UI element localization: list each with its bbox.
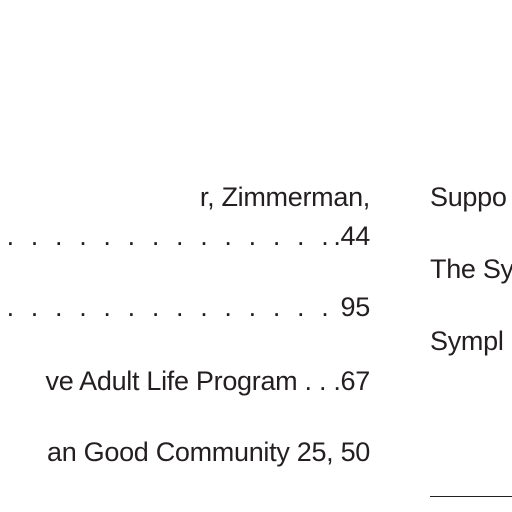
index-entry: . . . . . . . . . . . . . . . . . . . . … <box>0 290 370 324</box>
entry-text: r, Zimmerman, <box>199 182 370 212</box>
page-number: .44 <box>333 221 370 251</box>
entry-text: ve Adult Life Program . . .67 <box>45 366 371 396</box>
entry-text: Suppo <box>430 182 507 212</box>
index-entry: . . . . . . . . . . . . . . . . . . . . … <box>0 219 370 253</box>
entry-text: an Good Community 25, 50 <box>47 437 370 467</box>
leader-dots: . . . . . . . . . . . . . . . . . . . . … <box>0 221 334 251</box>
index-entry: an Good Community 25, 50 <box>47 435 370 469</box>
page-number: 95 <box>333 292 371 322</box>
entry-text: The Sy <box>430 254 512 284</box>
entry-text: Sympl <box>430 326 504 356</box>
leader-dots: . . . . . . . . . . . . . . . . . . . . <box>0 292 334 322</box>
index-entry: Suppo <box>430 180 507 214</box>
index-entry: The Sy <box>430 252 512 286</box>
index-entry: r, Zimmerman, <box>200 180 370 214</box>
footnote-rule <box>430 496 512 497</box>
index-entry: ve Adult Life Program . . .67 <box>45 364 371 398</box>
index-entry: Sympl <box>430 324 504 358</box>
